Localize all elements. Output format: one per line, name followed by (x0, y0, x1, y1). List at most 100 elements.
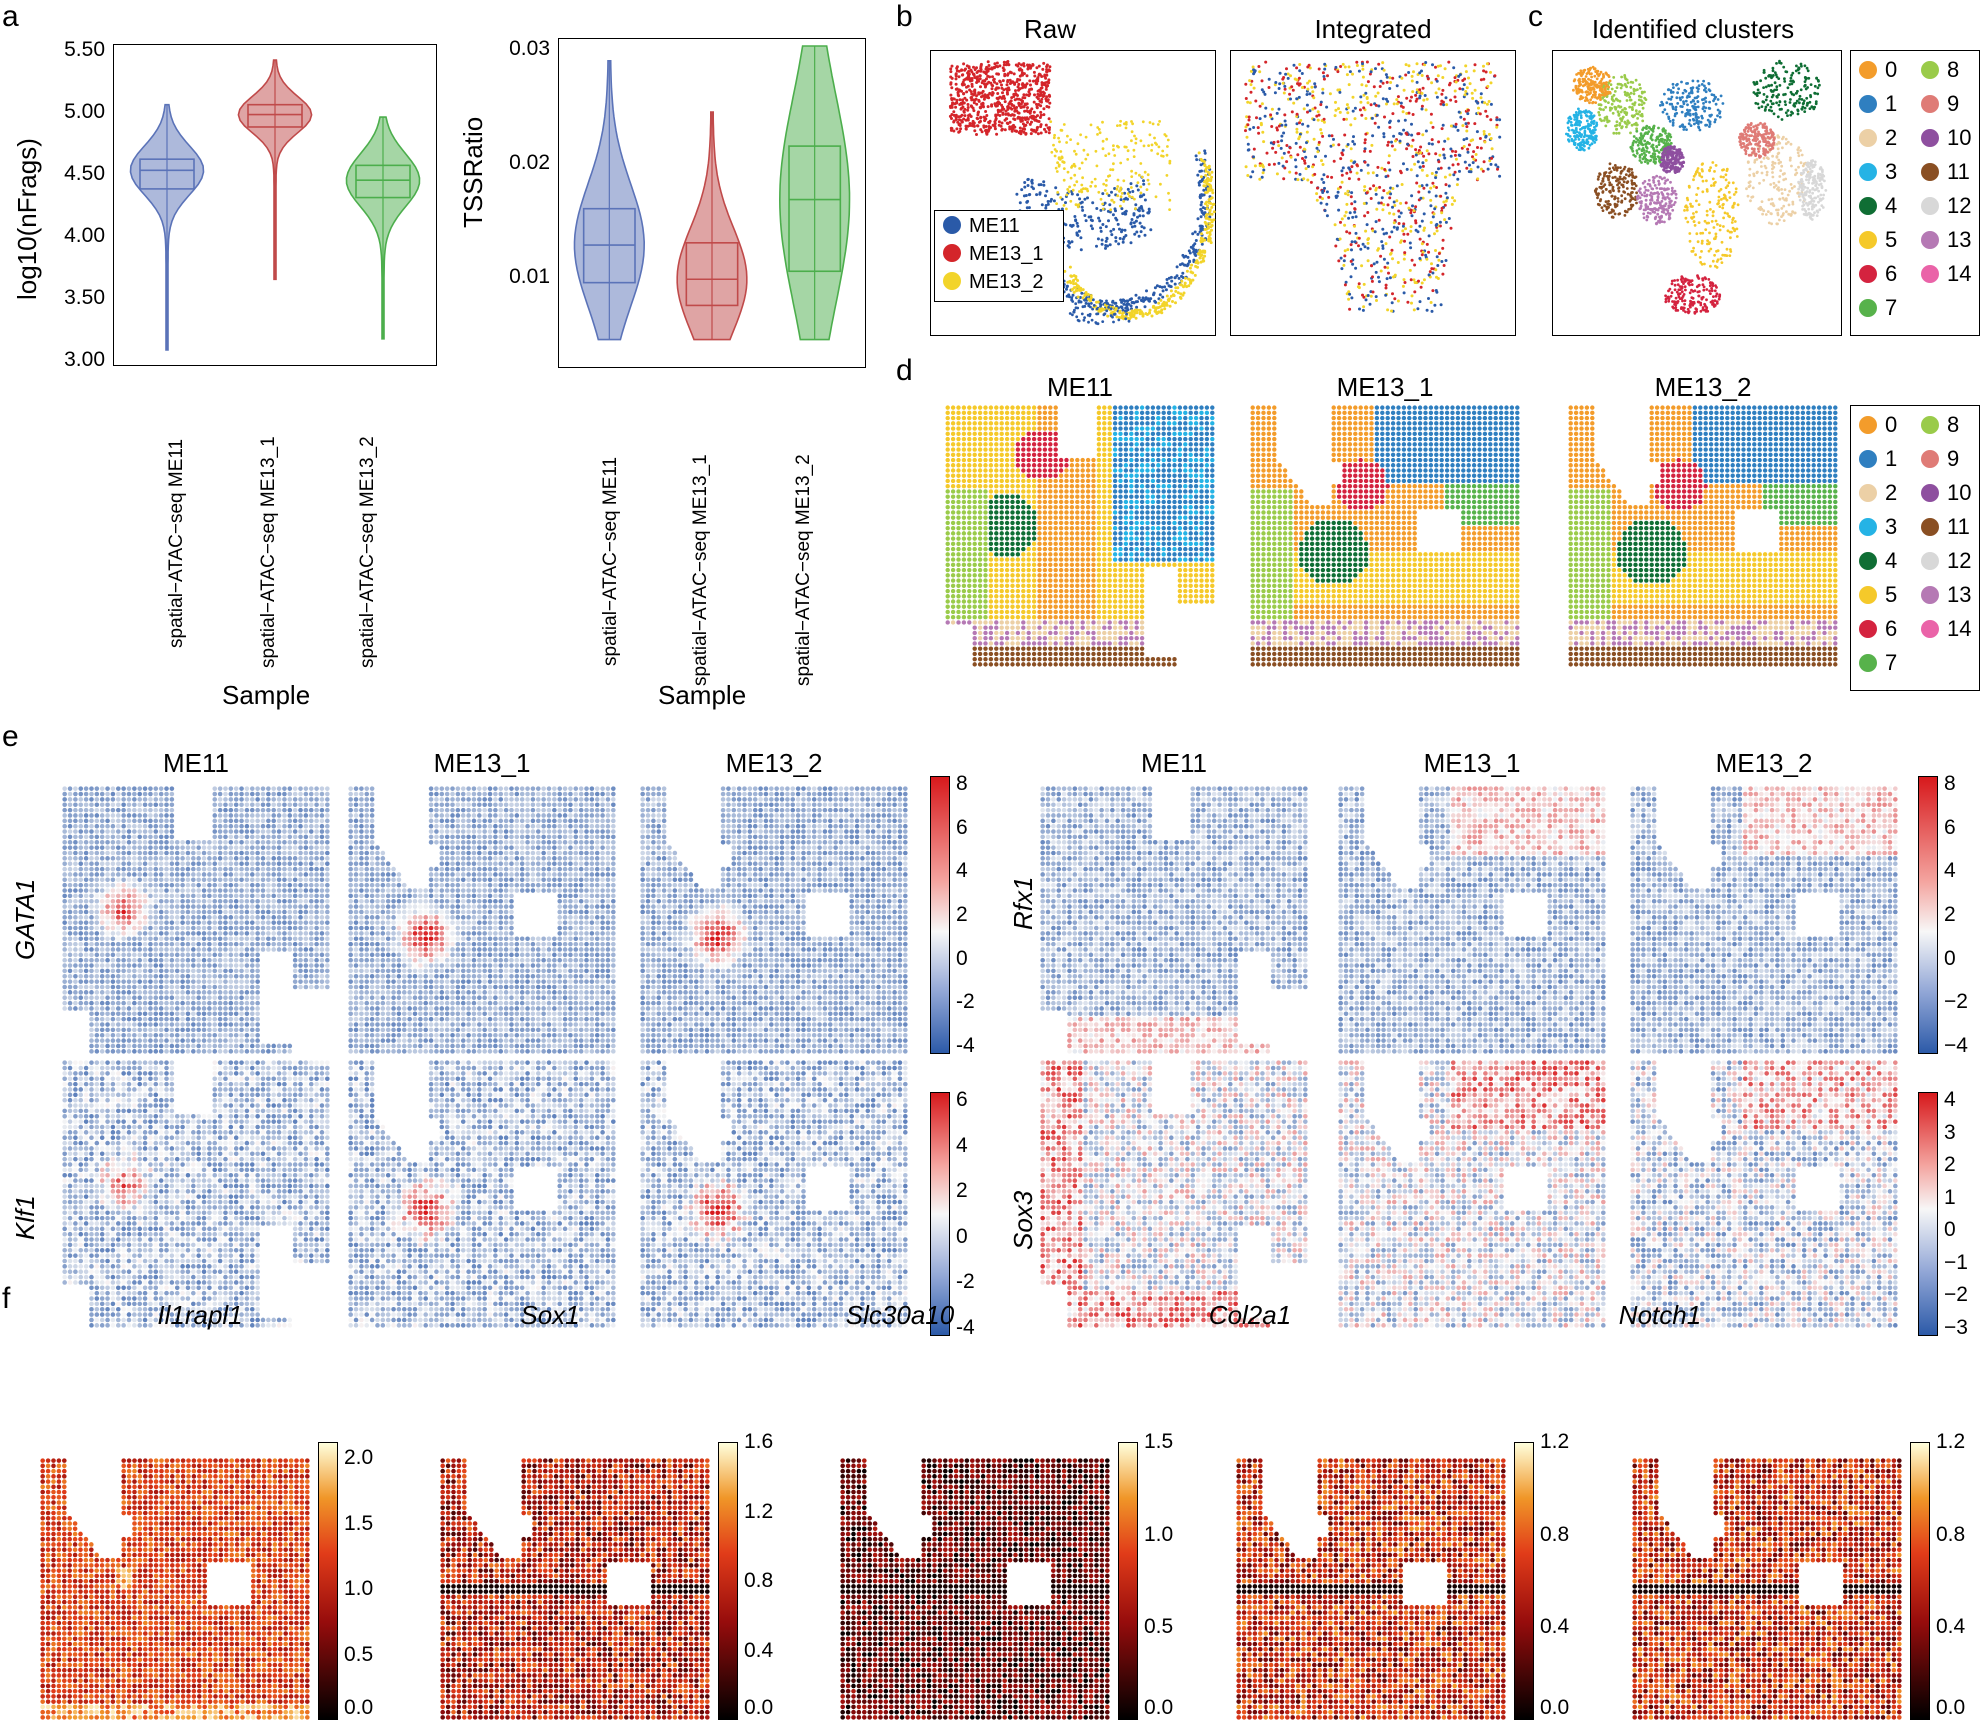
umap-raw-point-me11 (1107, 194, 1111, 197)
umap-raw-point-me13-1 (986, 60, 990, 64)
umap-cluster-point-2 (1789, 214, 1793, 217)
umap-cluster-point-3 (1574, 128, 1578, 132)
umap-int-point-me11 (1322, 117, 1326, 121)
umap-cluster-point-8 (1625, 125, 1628, 129)
umap-raw-point-me13-1 (1043, 127, 1046, 131)
umap-raw-point-me11 (1134, 203, 1138, 207)
umap-int-point-me11 (1434, 249, 1437, 252)
umap-raw-point-me11 (1067, 240, 1071, 243)
umap-int-point-me11 (1346, 143, 1350, 146)
umap-raw-point-me13-2 (1208, 173, 1212, 177)
umap-cluster-point-5 (1696, 167, 1700, 170)
umap-cluster-point-1 (1692, 112, 1695, 116)
umap-int-point-me11 (1431, 271, 1435, 275)
umap-raw-point-me13-2 (1197, 252, 1201, 255)
umap-raw-point-me11 (1090, 302, 1093, 305)
umap-cluster-point-4 (1759, 79, 1762, 83)
umap-raw-point-me13-2 (1195, 259, 1199, 263)
umap-int-point-me11 (1399, 101, 1403, 105)
umap-raw-point-me11 (1113, 207, 1117, 211)
umap-raw-point-me13-1 (1033, 93, 1036, 97)
umap-cluster-point-1 (1716, 108, 1720, 112)
umap-cluster-point-1 (1680, 110, 1684, 114)
umap-int-point-me11 (1347, 65, 1351, 69)
umap-int-point-me11 (1333, 114, 1337, 118)
umap-raw-point-me13-1 (960, 89, 963, 93)
umap-cluster-point-11 (1623, 191, 1627, 194)
umap-raw-point-me13-2 (1115, 187, 1119, 191)
umap-int-point-me11 (1377, 201, 1381, 205)
umap-raw-point-me13-2 (1079, 133, 1082, 137)
umap-raw-point-me13-1 (995, 82, 999, 86)
umap-cluster-point-2 (1766, 210, 1770, 214)
umap-cluster-point-6 (1696, 275, 1700, 279)
umap-cluster-point-4 (1805, 66, 1809, 70)
umap-cluster-point-13 (1658, 215, 1661, 219)
umap-int-point-me11 (1295, 122, 1299, 126)
umap-cluster-point-4 (1805, 96, 1809, 100)
umap-int-point-me11 (1252, 126, 1256, 129)
umap-cluster-point-3 (1580, 126, 1584, 130)
umap-cluster-point-5 (1732, 193, 1736, 196)
umap-raw-point-me13-1 (1047, 117, 1051, 121)
umap-int-point-me11 (1365, 191, 1369, 195)
umap-int-point-me11 (1451, 163, 1455, 167)
umap-cluster-point-6 (1686, 278, 1689, 282)
umap-raw-point-me13-1 (1003, 72, 1007, 76)
umap-int-point-me11 (1465, 166, 1469, 170)
umap-cluster-point-11 (1611, 187, 1615, 191)
umap-cluster-point-8 (1612, 76, 1616, 79)
umap-raw-point-me11 (1113, 302, 1117, 305)
umap-raw-point-me13-2 (1075, 180, 1079, 184)
umap-cluster-point-6 (1676, 278, 1679, 282)
umap-int-point-me11 (1341, 166, 1345, 170)
umap-raw-point-me11 (1143, 305, 1147, 309)
umap-cluster-point-11 (1607, 174, 1611, 178)
umap-raw-point-me13-2 (1150, 314, 1154, 318)
umap-cluster-point-1 (1674, 108, 1678, 112)
umap-cluster-point-8 (1628, 95, 1632, 99)
umap-int-point-me11 (1371, 134, 1375, 138)
umap-raw-point-me13-2 (1116, 194, 1120, 198)
umap-cluster-point-5 (1688, 239, 1692, 243)
umap-int-point-me11 (1308, 79, 1311, 83)
umap-cluster-point-0 (1574, 84, 1578, 88)
umap-cluster-point-1 (1697, 120, 1701, 123)
umap-raw-point-me13-1 (1006, 104, 1010, 108)
umap-int-point-me11 (1338, 237, 1342, 241)
umap-int-point-me11 (1311, 107, 1315, 111)
violin-left-xtick-2: spatial−ATAC−seq ME13_1 (258, 436, 280, 668)
umap-cluster-point-0 (1580, 97, 1584, 100)
umap-raw-point-me11 (1090, 318, 1094, 322)
umap-cluster-point-6 (1712, 295, 1715, 298)
umap-cluster-point-8 (1625, 113, 1628, 116)
umap-raw-point-me13-2 (1130, 139, 1133, 143)
umap-raw-point-me13-2 (1070, 288, 1074, 292)
umap-raw-point-me13-2 (1101, 147, 1105, 151)
umap-int-point-me11 (1417, 132, 1421, 136)
umap-cluster-point-11 (1628, 193, 1632, 197)
umap-cluster-point-1 (1682, 100, 1685, 104)
umap-raw-point-me13-2 (1136, 181, 1140, 185)
umap-cluster-point-5 (1726, 212, 1729, 216)
umap-int-point-me11 (1381, 244, 1385, 248)
umap-cluster-point-2 (1789, 156, 1792, 160)
umap-int-point-me11 (1433, 303, 1437, 307)
umap-raw-point-me13-1 (965, 90, 969, 94)
umap-raw-point-me11 (1109, 314, 1113, 317)
umap-raw-point-me11 (1160, 285, 1164, 289)
umap-cluster-point-2 (1752, 172, 1756, 176)
umap-int-point-me11 (1426, 77, 1430, 81)
umap-cluster-point-8 (1604, 124, 1608, 128)
umap-cluster-point-7 (1650, 138, 1654, 142)
umap-int-point-me11 (1309, 180, 1313, 184)
umap-int-point-me11 (1397, 215, 1401, 219)
umap-int-point-me11 (1483, 101, 1487, 105)
umap-int-point-me11 (1322, 181, 1326, 184)
umap-raw-point-me13-1 (978, 77, 982, 81)
umap-cluster-point-2 (1756, 170, 1759, 174)
umap-cluster-point-4 (1797, 71, 1801, 75)
umap-int-point-me11 (1457, 74, 1461, 78)
umap-int-point-me11 (1354, 215, 1358, 219)
umap-int-point-me11 (1399, 240, 1403, 244)
